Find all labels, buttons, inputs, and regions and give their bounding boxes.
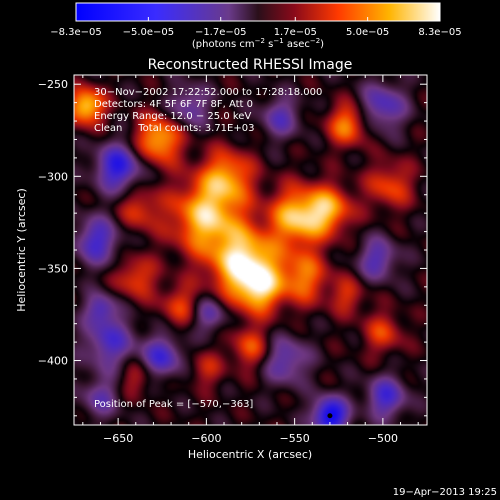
chart-title: Reconstructed RHESSI Image: [148, 57, 353, 73]
annotation-clean-counts: Clean Total counts: 3.71E+03: [94, 123, 254, 134]
colorbar-ticks: [75, 17, 441, 21]
colorbar-tick-label: −8.3e−05: [50, 27, 102, 38]
minimum-marker: [327, 413, 333, 419]
x-tick-label: −650: [103, 432, 133, 445]
y-tick-label: −250: [38, 78, 68, 91]
x-tick-label: −550: [280, 432, 310, 445]
colorbar: [75, 2, 441, 22]
x-axis-tick-labels: −650 −600 −550 −500: [103, 432, 398, 445]
colorbar-tick-label: −1.7e−05: [195, 27, 247, 38]
timestamp: 19−Apr−2013 19:25: [393, 487, 497, 498]
x-axis-ticks: [82, 75, 419, 425]
x-tick-label: −600: [191, 432, 221, 445]
y-tick-label: −350: [38, 262, 68, 275]
annotation-time-range: 30−Nov−2002 17:22:52.000 to 17:28:18.000: [94, 87, 322, 98]
y-axis-title: Heliocentric Y (arcsec): [15, 188, 28, 312]
colorbar-tick-label: 1.7e−05: [274, 27, 317, 38]
y-tick-label: −300: [38, 170, 68, 183]
x-axis-title: Heliocentric X (arcsec): [188, 448, 312, 461]
annotation-energy-range: Energy Range: 12.0 − 25.0 keV: [94, 111, 251, 122]
peak-position-label: Position of Peak = [−570,−363]: [94, 399, 253, 410]
y-tick-label: −400: [38, 355, 68, 368]
colorbar-unit-label: (photons cm−2 s−1 asec−2): [192, 37, 324, 50]
colorbar-tick-label: −5.0e−05: [123, 27, 175, 38]
annotation-detectors: Detectors: 4F 5F 6F 7F 8F, Att 0: [94, 99, 253, 110]
y-axis-tick-labels: −400 −350 −300 −250: [38, 78, 68, 367]
colorbar-tick-label: 5.0e−05: [346, 27, 389, 38]
info-annotations: 30−Nov−2002 17:22:52.000 to 17:28:18.000…: [94, 87, 322, 134]
y-axis-ticks: [74, 83, 427, 417]
x-tick-label: −500: [368, 432, 398, 445]
colorbar-tick-label: 8.3e−05: [418, 27, 461, 38]
heatmap-image: [74, 75, 427, 425]
colorbar-tick-labels: −8.3e−05 −5.0e−05 −1.7e−05 1.7e−05 5.0e−05 8.…: [50, 27, 461, 38]
